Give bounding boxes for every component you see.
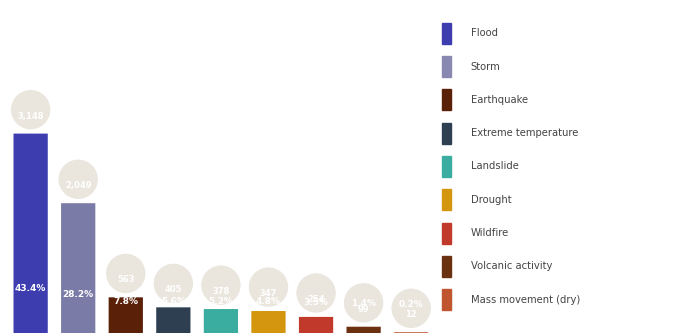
FancyBboxPatch shape xyxy=(156,307,190,333)
Bar xyxy=(442,23,451,44)
Bar xyxy=(442,56,451,77)
Ellipse shape xyxy=(11,90,50,129)
Text: 347: 347 xyxy=(260,289,277,298)
FancyBboxPatch shape xyxy=(394,332,428,333)
FancyBboxPatch shape xyxy=(251,311,286,333)
FancyBboxPatch shape xyxy=(61,203,95,333)
Bar xyxy=(442,89,451,110)
Bar xyxy=(442,256,451,277)
Ellipse shape xyxy=(297,273,336,313)
Ellipse shape xyxy=(249,267,288,307)
Text: 5.6%: 5.6% xyxy=(161,297,186,306)
Text: Wildfire: Wildfire xyxy=(471,228,509,238)
Text: 405: 405 xyxy=(164,285,182,294)
Text: 563: 563 xyxy=(117,275,134,284)
FancyBboxPatch shape xyxy=(347,327,381,333)
Text: Mass movement (dry): Mass movement (dry) xyxy=(471,295,580,305)
Text: 43.4%: 43.4% xyxy=(15,284,47,293)
FancyBboxPatch shape xyxy=(299,317,333,333)
Text: Storm: Storm xyxy=(471,62,500,72)
Bar xyxy=(442,123,451,144)
Ellipse shape xyxy=(153,264,193,303)
Text: 1.4%: 1.4% xyxy=(351,299,376,308)
Text: Volcanic activity: Volcanic activity xyxy=(471,261,552,271)
Ellipse shape xyxy=(392,289,431,328)
Text: 2,049: 2,049 xyxy=(65,181,92,190)
Bar xyxy=(442,156,451,177)
Text: Flood: Flood xyxy=(471,28,497,38)
Text: 254: 254 xyxy=(308,295,325,304)
Ellipse shape xyxy=(344,283,384,322)
Ellipse shape xyxy=(201,265,240,305)
Bar xyxy=(442,289,451,310)
Text: 378: 378 xyxy=(212,287,229,296)
FancyBboxPatch shape xyxy=(204,309,238,333)
Text: 7.8%: 7.8% xyxy=(113,297,138,306)
Text: 3.5%: 3.5% xyxy=(303,298,329,307)
Text: Landslide: Landslide xyxy=(471,162,519,171)
Text: Drought: Drought xyxy=(471,195,511,205)
Bar xyxy=(442,189,451,210)
Text: 3,148: 3,148 xyxy=(17,112,44,121)
Text: 5.2%: 5.2% xyxy=(208,297,234,306)
Text: 0.2%: 0.2% xyxy=(399,300,423,309)
Ellipse shape xyxy=(106,254,145,293)
Text: Extreme temperature: Extreme temperature xyxy=(471,128,578,138)
FancyBboxPatch shape xyxy=(109,297,143,333)
Ellipse shape xyxy=(58,160,98,199)
FancyBboxPatch shape xyxy=(14,134,48,333)
Text: 4.8%: 4.8% xyxy=(256,297,281,306)
Text: 99: 99 xyxy=(358,305,369,314)
Bar xyxy=(442,222,451,244)
Text: 12: 12 xyxy=(406,310,417,319)
Text: Earthquake: Earthquake xyxy=(471,95,527,105)
Text: 28.2%: 28.2% xyxy=(62,290,94,299)
